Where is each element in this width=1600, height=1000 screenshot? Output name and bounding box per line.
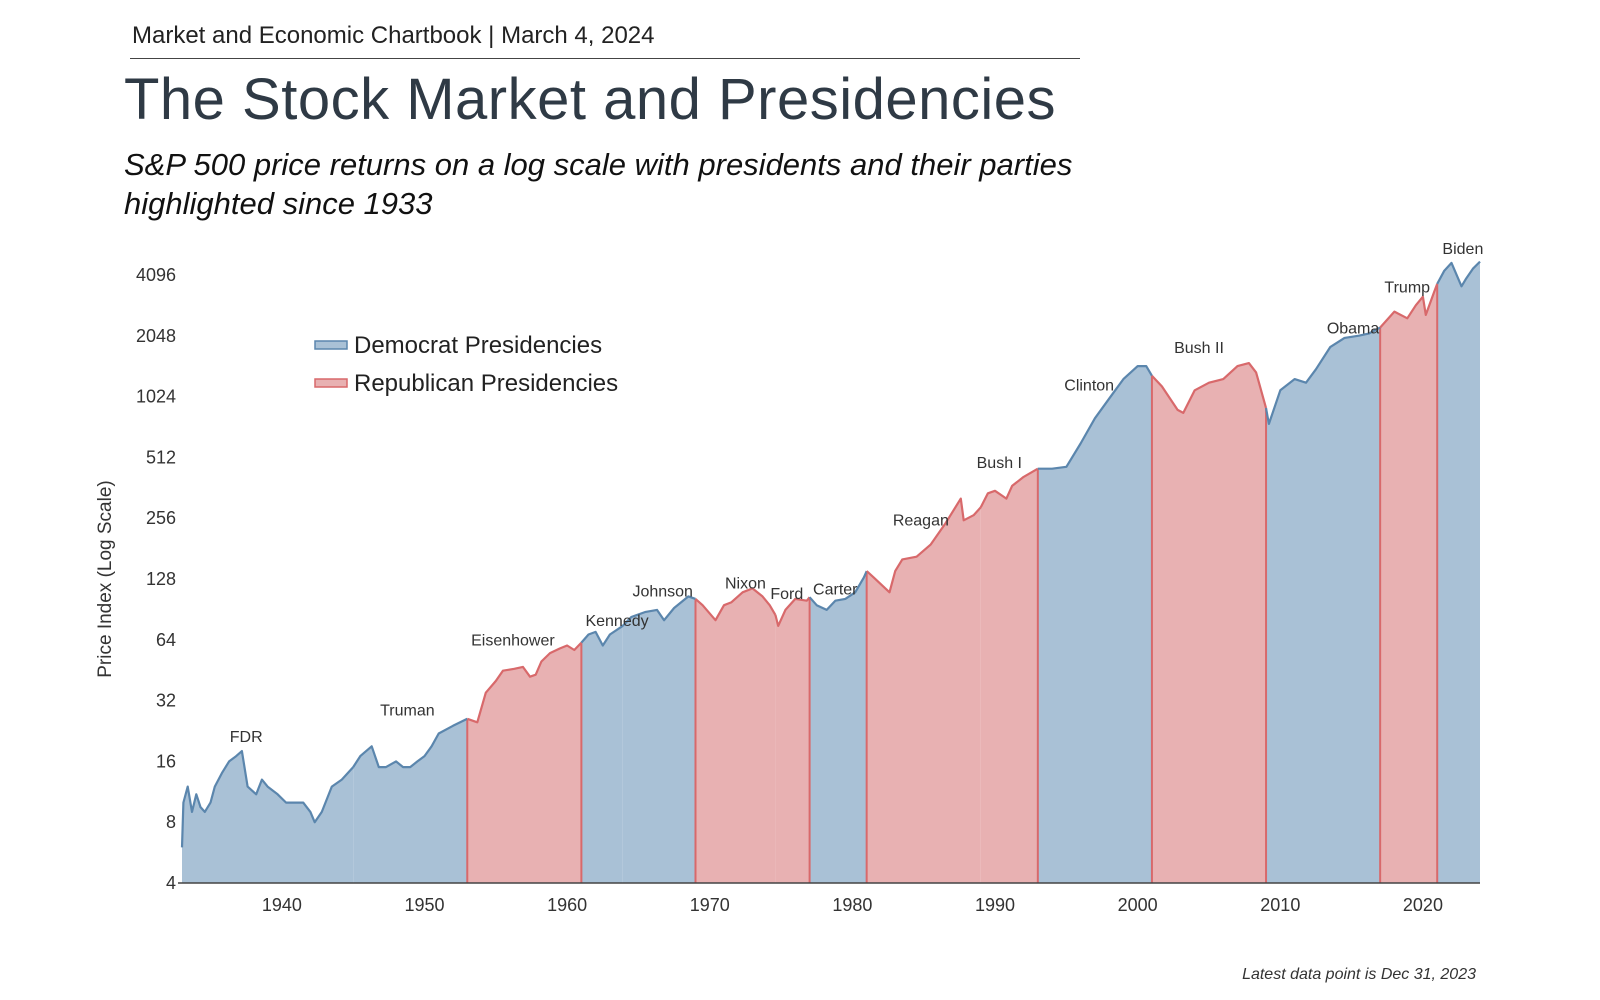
x-tick-2000: 2000: [1118, 895, 1158, 915]
chartbook-header: Market and Economic Chartbook | March 4,…: [132, 22, 655, 49]
x-tick-1970: 1970: [690, 895, 730, 915]
label-fdr: FDR: [230, 729, 263, 746]
y-tick-512: 512: [146, 447, 176, 467]
region-obama: [1266, 327, 1381, 883]
region-ford: [775, 597, 810, 883]
y-tick-4096: 4096: [136, 265, 176, 285]
region-nixon: [695, 588, 776, 883]
label-clinton: Clinton: [1064, 377, 1114, 394]
y-tick-64: 64: [156, 630, 176, 650]
region-trump: [1380, 283, 1438, 883]
legend-label-republican: Republican Presidencies: [354, 370, 618, 397]
line-bush-i: [979, 467, 1039, 508]
y-tick-32: 32: [156, 691, 176, 711]
label-obama: Obama: [1327, 321, 1380, 338]
region-eisenhower: [467, 642, 582, 883]
label-eisenhower: Eisenhower: [471, 632, 555, 649]
x-tick-1940: 1940: [262, 895, 302, 915]
line-nixon: [694, 587, 777, 622]
y-tick-128: 128: [146, 569, 176, 589]
region-bush-ii: [1151, 363, 1266, 884]
region-carter: [809, 571, 867, 883]
line-ford: [774, 596, 811, 627]
line-reagan: [865, 497, 982, 594]
label-kennedy: Kennedy: [585, 613, 648, 630]
x-tick-1960: 1960: [547, 895, 587, 915]
region-johnson: [622, 596, 696, 883]
line-clinton: [1037, 365, 1153, 470]
label-bush-ii: Bush II: [1174, 340, 1224, 357]
line-carter: [808, 570, 868, 611]
label-truman: Truman: [380, 703, 435, 720]
chart-subtitle: S&P 500 price returns on a log scale wit…: [124, 147, 1073, 221]
y-axis-title: Price Index (Log Scale): [95, 480, 116, 678]
region-truman: [353, 718, 468, 883]
price-lines: [180, 260, 1481, 848]
region-bush-i: [980, 468, 1038, 883]
x-tick-2020: 2020: [1403, 895, 1443, 915]
x-tick-1980: 1980: [832, 895, 872, 915]
line-truman: [352, 717, 468, 769]
presidency-labels: FDR Truman Eisenhower Kennedy Johnson NixonFo…: [230, 241, 1484, 746]
region-reagan: [866, 498, 981, 883]
label-bush-i: Bush I: [977, 455, 1022, 472]
region-clinton: [1037, 366, 1152, 884]
y-tick-8: 8: [166, 812, 176, 832]
x-tick-2010: 2010: [1260, 895, 1300, 915]
region-fdr: [182, 751, 354, 883]
header-divider: [130, 58, 1080, 59]
footnote: Latest data point is Dec 31, 2023: [1242, 966, 1476, 983]
line-trump: [1379, 283, 1439, 329]
page-title: The Stock Market and Presidencies: [124, 67, 1057, 132]
region-kennedy: [581, 625, 623, 883]
label-reagan: Reagan: [893, 513, 949, 530]
line-kennedy: [580, 624, 624, 647]
y-tick-1024: 1024: [136, 387, 176, 407]
chart-legend: Democrat Presidencies Republican Presiden…: [314, 332, 618, 397]
line-obama: [1264, 326, 1381, 425]
label-johnson: Johnson: [632, 583, 693, 600]
y-tick-2048: 2048: [136, 326, 176, 346]
y-tick-256: 256: [146, 508, 176, 528]
y-tick-16: 16: [156, 751, 176, 771]
x-tick-1990: 1990: [975, 895, 1015, 915]
line-fdr: [180, 750, 355, 848]
label-biden: Biden: [1442, 241, 1483, 258]
chart-axes: 4 8 16 32 64 128 256 512 1024 2048 4096 1940 1950 196…: [136, 265, 1480, 915]
line-bush-ii: [1151, 362, 1268, 414]
label-nixon: Nixon: [725, 575, 766, 592]
label-trump: Trump: [1384, 280, 1430, 297]
presidency-regions: [182, 261, 1480, 884]
line-eisenhower: [466, 641, 583, 724]
legend-swatch-republican: [314, 378, 348, 388]
line-johnson: [621, 595, 696, 627]
y-tick-4: 4: [166, 873, 176, 893]
legend-swatch-democrat: [314, 340, 348, 350]
line-biden: [1436, 260, 1481, 288]
presidency-dividers: [466, 283, 1439, 883]
legend-label-democrat: Democrat Presidencies: [354, 332, 602, 359]
label-ford: Ford: [770, 586, 803, 603]
label-carter: Carter: [813, 582, 858, 599]
x-tick-1950: 1950: [404, 895, 444, 915]
region-biden: [1437, 261, 1480, 884]
